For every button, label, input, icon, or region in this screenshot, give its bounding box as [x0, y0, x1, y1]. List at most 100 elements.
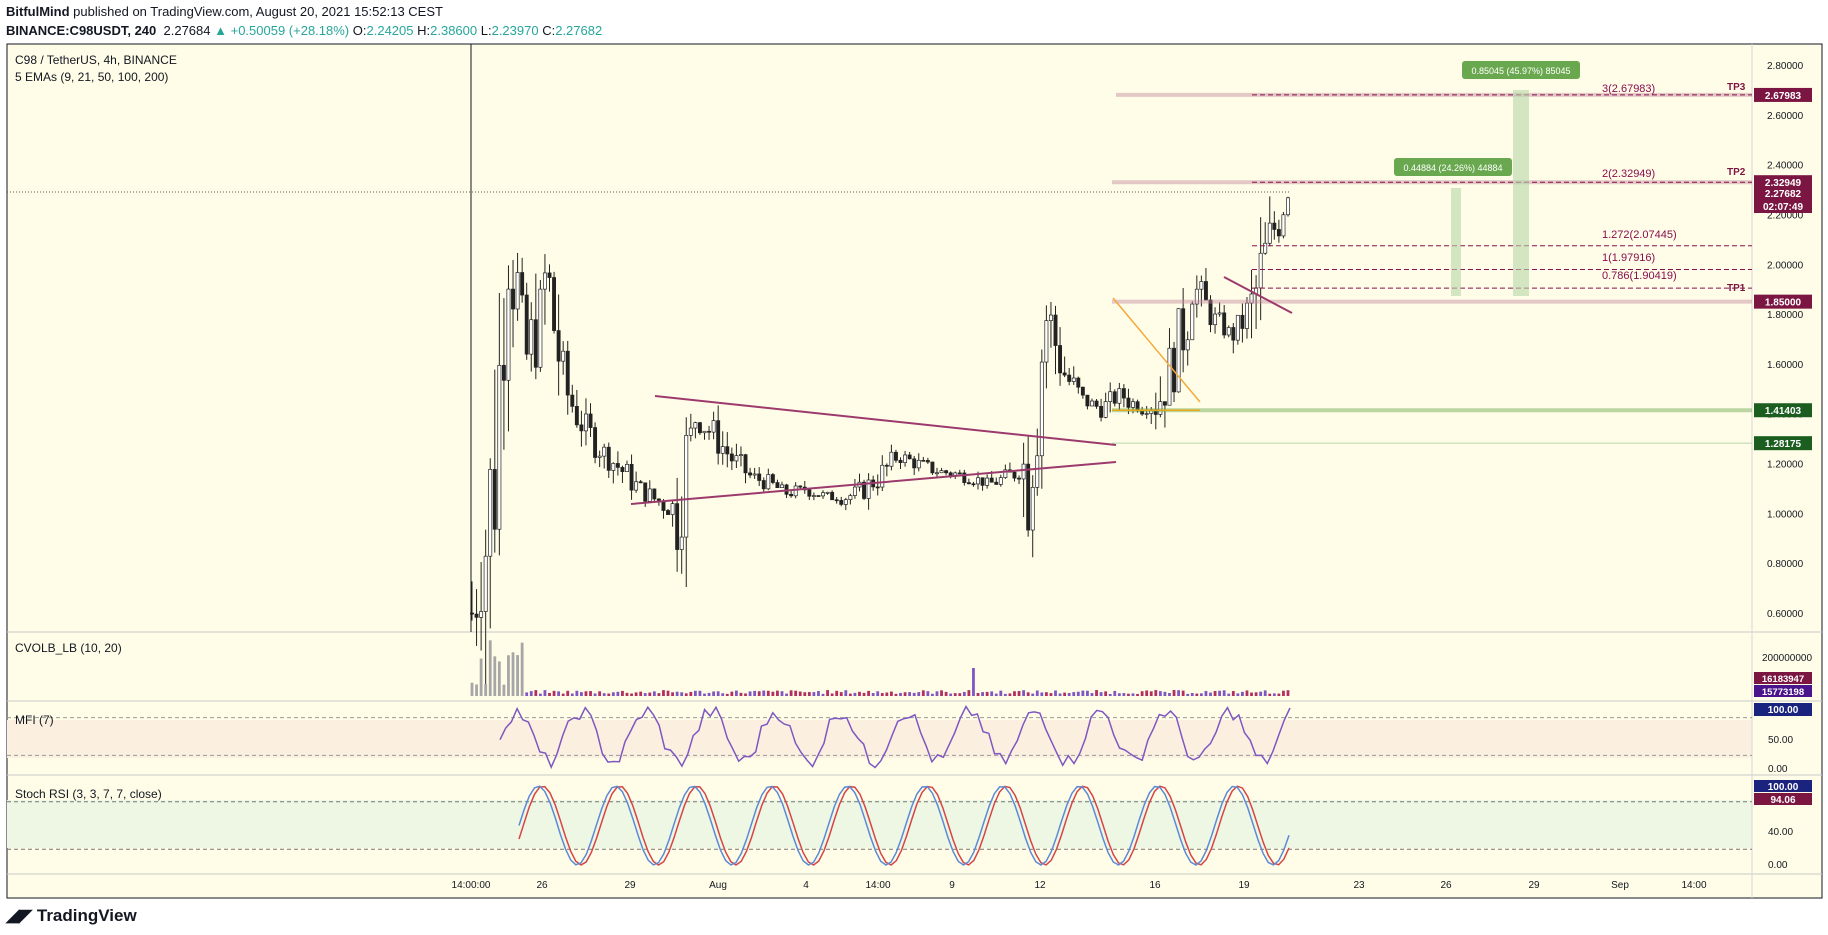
wedge-upper-trendline [654, 395, 1117, 446]
volume-bar [981, 692, 984, 696]
mfi-badge-bg [1754, 703, 1812, 716]
volume-bar [744, 693, 747, 696]
candle-body [925, 460, 930, 463]
measure-tag-big-bg [1462, 61, 1580, 79]
volume-bar [807, 692, 811, 696]
volume-bar [908, 692, 912, 696]
volume-bar [789, 690, 793, 696]
candle-body [1067, 374, 1072, 382]
price-pane[interactable] [470, 196, 1290, 685]
volume-bar [630, 693, 633, 696]
candle-body [1030, 486, 1035, 531]
candle-body [1012, 471, 1017, 479]
price-badge-tp2: 2.32949 [1765, 178, 1802, 189]
candle-body [1249, 293, 1254, 304]
author-name[interactable]: BitfulMind [6, 4, 70, 19]
low-label: L: [480, 23, 492, 38]
volume-bar [1017, 691, 1021, 696]
open-value: 2.24205 [366, 23, 414, 38]
price-badge-tp3: 2.67983 [1765, 91, 1802, 102]
candle-body [1099, 406, 1104, 418]
volume-bar [830, 693, 834, 696]
volume-bar [607, 693, 611, 696]
volume-bar [543, 690, 547, 696]
volume-bar [1035, 690, 1039, 696]
volume-bar [1236, 693, 1240, 696]
candle-body [1231, 327, 1236, 341]
volume-bar [712, 691, 716, 696]
wedge-lower-trendline [630, 461, 1117, 505]
volume-bar [817, 691, 820, 696]
time-tick: 26 [1440, 880, 1452, 891]
price-tick: 2.20000 [1767, 210, 1804, 221]
volume-bar [548, 692, 551, 696]
candle-body [725, 446, 730, 455]
volume-bar [475, 684, 478, 696]
volume-bar [1190, 693, 1194, 696]
fib-label: 3(2.67983) [1602, 83, 1655, 95]
candle-body [789, 493, 794, 497]
close-value: 2.27682 [555, 23, 603, 38]
volume-bar [839, 692, 843, 696]
candle-body [1226, 327, 1231, 336]
stoch-badge: 100.00 [1768, 782, 1799, 793]
price-badge-tp1: 1.85000 [1765, 298, 1802, 309]
candle-body [702, 430, 707, 434]
volume-bar [1241, 691, 1244, 696]
candle-body [889, 451, 894, 467]
volume-bar [1054, 690, 1057, 696]
volume-bar [853, 692, 857, 696]
volume-bar [1168, 692, 1171, 696]
candle-body [852, 486, 857, 496]
price-tick: 1.60000 [1767, 360, 1804, 371]
candle-body [565, 350, 570, 396]
candle-body [944, 470, 949, 474]
candle-body [1126, 397, 1131, 408]
candle-body [1194, 288, 1199, 305]
volume-bar [1122, 693, 1126, 696]
candle-body [1094, 400, 1099, 407]
volume-bar [652, 691, 656, 696]
volume-bar [753, 690, 757, 696]
volume-bar [1263, 690, 1267, 696]
time-tick: 12 [1034, 880, 1046, 891]
stoch-tick: 0.00 [1768, 860, 1788, 871]
candle-body [903, 454, 908, 463]
candle-body [501, 364, 506, 381]
candle-body [1213, 313, 1218, 326]
volume-bar [730, 691, 734, 696]
candle-body [1272, 222, 1277, 230]
volume-bar [1195, 693, 1199, 696]
candle-body [935, 472, 939, 475]
low-value: 2.23970 [491, 23, 539, 38]
volume-bar [1049, 693, 1053, 696]
candle-body [634, 481, 639, 491]
candle-body [479, 611, 484, 618]
volume-bar [1022, 690, 1025, 696]
candle-body [757, 473, 762, 481]
price-tick: 1.20000 [1767, 460, 1804, 471]
candle-body [939, 470, 944, 474]
candle-body [793, 485, 798, 497]
candle-body [492, 469, 497, 530]
candle-body [1158, 401, 1163, 415]
tradingview-logo[interactable]: ◢◤ TradingView [6, 906, 137, 926]
candle-body [647, 488, 652, 502]
time-tick: 26 [536, 880, 548, 891]
candle-body [839, 500, 844, 505]
candle-body [1245, 302, 1249, 329]
volume-bar [625, 692, 629, 696]
candle-body [1185, 339, 1190, 351]
volume-bar [1008, 693, 1012, 696]
volume-bar [1231, 691, 1235, 696]
volume-bar [525, 692, 529, 696]
mfi-pane [7, 704, 1752, 770]
candle-body [1108, 391, 1113, 402]
volume-bar [502, 684, 506, 696]
candle-body [1044, 320, 1049, 363]
mfi-band-fill [7, 720, 1752, 758]
candle-body [1026, 463, 1031, 531]
price-badge-bg [1754, 199, 1812, 213]
candle-body [474, 613, 479, 618]
